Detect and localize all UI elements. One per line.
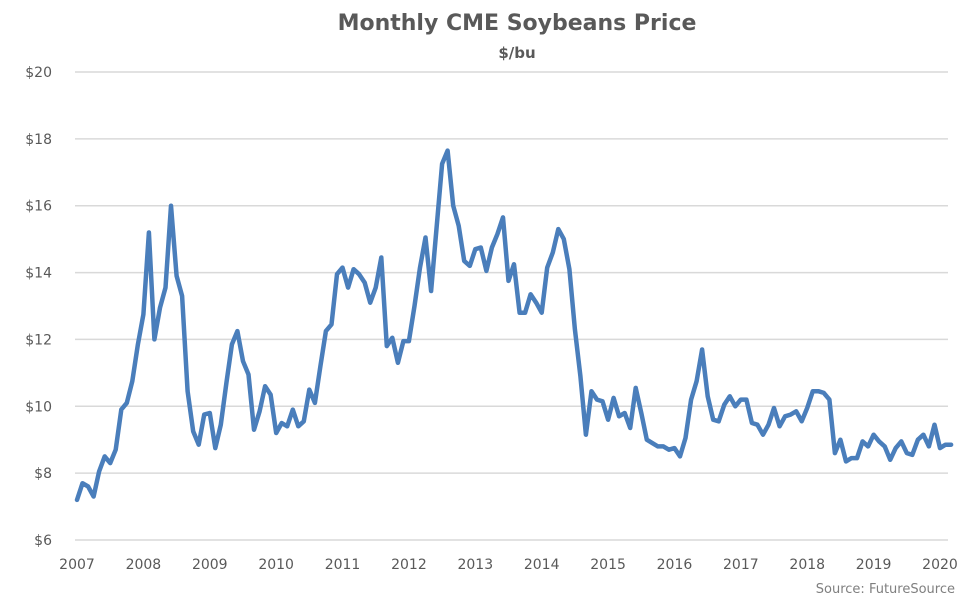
series-group bbox=[74, 148, 954, 503]
x-tick-label: 2020 bbox=[922, 557, 958, 573]
x-tick-label: 2010 bbox=[258, 557, 294, 573]
x-tick-label: 2018 bbox=[789, 557, 825, 573]
chart-title: Monthly CME Soybeans Price bbox=[338, 11, 697, 36]
y-tick-label: $6 bbox=[34, 533, 52, 549]
y-tick-label: $18 bbox=[25, 132, 52, 148]
x-tick-label: 2016 bbox=[657, 557, 693, 573]
x-tick-label: 2007 bbox=[59, 557, 95, 573]
y-tick-label: $12 bbox=[25, 332, 52, 348]
chart-subtitle: $/bu bbox=[498, 44, 535, 62]
x-tick-label: 2009 bbox=[192, 557, 228, 573]
x-tick-label: 2012 bbox=[391, 557, 427, 573]
x-tick-label: 2011 bbox=[325, 557, 361, 573]
x-tick-label: 2019 bbox=[856, 557, 892, 573]
y-axis-labels: $20 $18 $16 $14 $12 $10 $8 $6 bbox=[25, 65, 52, 549]
y-tick-label: $10 bbox=[25, 399, 52, 415]
x-tick-label: 2015 bbox=[590, 557, 626, 573]
x-tick-label: 2017 bbox=[723, 557, 759, 573]
x-tick-label: 2008 bbox=[126, 557, 162, 573]
gridlines bbox=[75, 71, 948, 541]
y-tick-label: $16 bbox=[25, 199, 52, 215]
x-tick-label: 2014 bbox=[524, 557, 560, 573]
x-tick-label: 2013 bbox=[457, 557, 493, 573]
y-tick-label: $20 bbox=[25, 65, 52, 81]
y-tick-label: $8 bbox=[34, 466, 52, 482]
source-note: Source: FutureSource bbox=[816, 582, 955, 597]
x-axis-labels: 2007 2008 2009 2010 2011 2012 2013 2014 2015 2016… bbox=[59, 557, 958, 573]
y-tick-label: $14 bbox=[25, 266, 52, 282]
series-line bbox=[74, 148, 954, 503]
